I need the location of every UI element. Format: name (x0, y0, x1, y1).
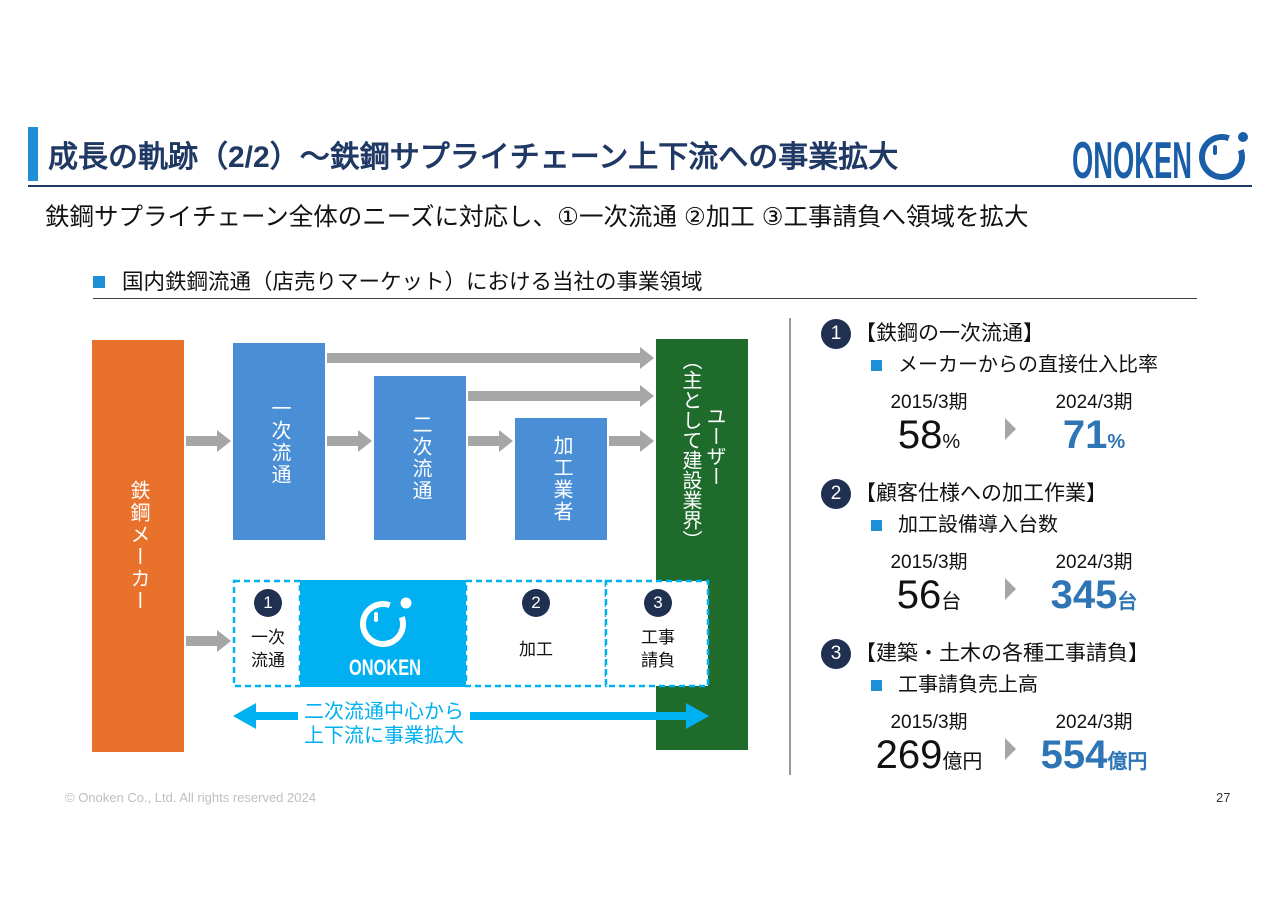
value-unit: 億円 (1107, 751, 1148, 773)
metric-from-label: 2015/3期 (890, 552, 968, 573)
cell-label-line: 加工 (519, 640, 553, 659)
secondary-distribution-box: 二次流通 (374, 376, 466, 540)
page-title: 成長の軌跡（2/2）～鉄鋼サプライチェーン上下流への事業拡大 (48, 141, 899, 174)
value-unit: % (1107, 431, 1126, 453)
metric-block: 1 【鉄鋼の一次流通】 メーカーからの直接仕入比率 2015/3期 2024/3… (820, 318, 1180, 468)
value-number: 554 (1040, 733, 1108, 777)
square-bullet-icon (93, 276, 105, 288)
square-bullet-icon (871, 680, 882, 691)
user-note-label: （主として建設業界） (679, 350, 701, 550)
metric-heading: 【鉄鋼の一次流通】 (855, 322, 1044, 345)
value-unit: 台 (941, 591, 962, 613)
metric-from-value: 58% (844, 413, 1014, 464)
user-label: ユーザー （主として建設業界） (678, 350, 726, 550)
metric-block: 3 【建築・土木の各種工事請負】 工事請負売上高 2015/3期 2024/3期… (820, 638, 1180, 788)
cell-logo-wordmark: ONOKEN (349, 655, 421, 680)
value-unit: 億円 (942, 751, 983, 773)
section-divider (93, 298, 1197, 299)
value-number: 345 (1050, 573, 1118, 617)
metric-number-badge: 2 (821, 479, 851, 509)
user-main-label: ユーザー (703, 406, 725, 486)
arrow-right-icon (327, 430, 372, 452)
value-unit: % (942, 431, 961, 453)
logo-wordmark: ONOKEN (1072, 132, 1192, 184)
onoken-core-cell (300, 580, 466, 687)
cell-number-badge: 2 (522, 589, 550, 617)
column-divider (789, 318, 791, 775)
onoken-ring-icon (360, 597, 412, 647)
square-bullet-icon (871, 520, 882, 531)
metric-item: メーカーからの直接仕入比率 (898, 354, 1158, 376)
processor-box: 加工業者 (515, 418, 607, 540)
arrow-right-icon (468, 430, 513, 452)
triangle-arrow-icon (1005, 418, 1016, 440)
steel-maker-box: 鉄鋼メーカー (92, 340, 184, 752)
arrow-right-icon (468, 385, 654, 407)
steel-maker-label: 鉄鋼メーカー (127, 480, 149, 612)
cell-label-line: 流通 (251, 651, 285, 670)
metric-to-value: 554億円 (1009, 733, 1179, 784)
section-heading: 国内鉄鋼流通（店売りマーケット）における当社の事業領域 (122, 270, 703, 294)
metric-from-label: 2015/3期 (890, 392, 968, 413)
metric-item: 加工設備導入台数 (898, 514, 1058, 536)
title-accent-bar (28, 127, 38, 181)
cell-number-badge: 1 (254, 589, 282, 617)
primary-distribution-label: 一次流通 (268, 397, 290, 486)
metric-to-label: 2024/3期 (1055, 392, 1133, 413)
processor-label: 加工業者 (550, 435, 572, 523)
metric-block: 2 【顧客仕様への加工作業】 加工設備導入台数 2015/3期 2024/3期 … (820, 478, 1180, 628)
cell-construction-label: 工事 請負 (628, 626, 688, 672)
value-number: 71 (1062, 413, 1108, 457)
expansion-line: 二次流通中心から (304, 701, 464, 723)
cell-processing-label: 加工 (496, 638, 576, 662)
triangle-arrow-icon (1005, 738, 1016, 760)
metric-to-value: 345台 (1009, 573, 1179, 624)
metric-item: 工事請負売上高 (898, 674, 1038, 696)
arrow-right-icon (186, 630, 231, 652)
arrow-right-icon (186, 430, 231, 452)
metric-heading: 【建築・土木の各種工事請負】 (855, 642, 1149, 665)
onoken-logo: ONOKEN (1072, 132, 1248, 184)
cell-label-line: 工事 (641, 628, 675, 647)
cell-label-line: 請負 (641, 651, 675, 670)
subtitle: 鉄鋼サプライチェーン全体のニーズに対応し、①一次流通 ②加工 ③工事請負へ領域を… (45, 204, 1029, 231)
metric-number-badge: 3 (821, 639, 851, 669)
metric-heading: 【顧客仕様への加工作業】 (855, 482, 1107, 505)
value-number: 269 (875, 733, 943, 777)
square-bullet-icon (871, 360, 882, 371)
arrow-right-icon (327, 347, 654, 369)
triangle-arrow-icon (1005, 578, 1016, 600)
value-unit: 台 (1117, 591, 1138, 613)
expansion-line: 上下流に事業拡大 (304, 725, 464, 747)
metric-to-label: 2024/3期 (1055, 552, 1133, 573)
cell-primary-label: 一次 流通 (238, 626, 298, 672)
title-divider (28, 185, 1252, 187)
expansion-caption: 二次流通中心から 上下流に事業拡大 (294, 700, 474, 748)
onoken-ring-icon (1199, 132, 1248, 180)
secondary-distribution-label: 二次流通 (409, 414, 431, 502)
value-number: 56 (896, 573, 942, 617)
user-box: ユーザー （主として建設業界） (656, 339, 748, 750)
metric-to-value: 71% (1009, 413, 1179, 464)
copyright-footer: © Onoken Co., Ltd. All rights reserved 2… (65, 790, 316, 805)
metric-from-value: 269億円 (844, 733, 1014, 784)
value-number: 58 (897, 413, 943, 457)
metric-from-value: 56台 (844, 573, 1014, 624)
metric-number-badge: 1 (821, 319, 851, 349)
arrow-right-icon (609, 430, 654, 452)
cell-number-badge: 3 (644, 589, 672, 617)
page-number: 27 (1216, 790, 1231, 805)
metric-from-label: 2015/3期 (890, 712, 968, 733)
metric-to-label: 2024/3期 (1055, 712, 1133, 733)
double-arrow-left-icon (233, 703, 298, 729)
cell-label-line: 一次 (251, 628, 285, 647)
primary-distribution-box: 一次流通 (233, 343, 325, 540)
